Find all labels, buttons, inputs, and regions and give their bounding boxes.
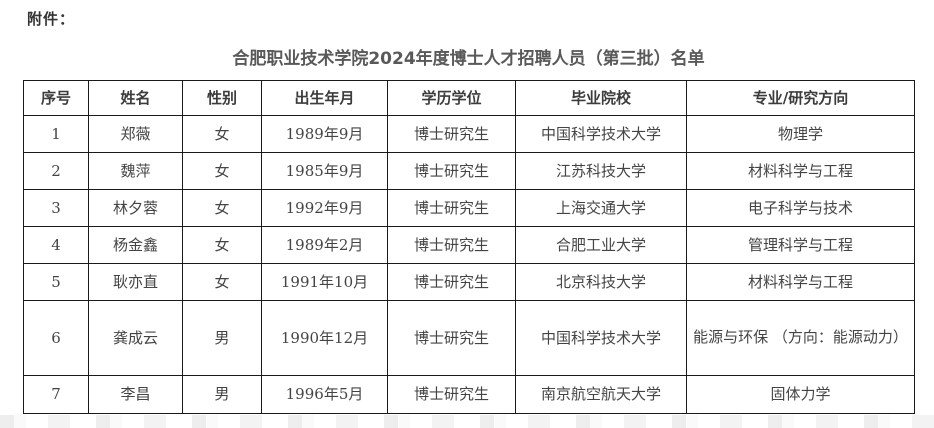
table-cell: 1 (23, 115, 89, 153)
table-cell: 江苏科技大学 (515, 152, 687, 190)
table-cell: 固体力学 (686, 375, 915, 414)
table-cell: 男 (182, 300, 262, 376)
table-cell: 杨金鑫 (88, 226, 183, 264)
table-cell: 材料科学与工程 (686, 263, 915, 301)
table-cell: 7 (23, 375, 89, 414)
table-cell: 1996年5月 (261, 375, 388, 414)
table-cell: 6 (23, 300, 89, 376)
table-cell: 女 (182, 115, 262, 153)
table-cell: 1990年12月 (261, 300, 388, 376)
table-cell: 物理学 (686, 115, 915, 153)
attachment-label: 附件： (27, 10, 76, 28)
table-cell: 中国科学技术大学 (515, 300, 687, 376)
column-header-degree: 学历学位 (387, 80, 516, 116)
table-cell: 南京航空航天大学 (515, 375, 687, 414)
table-row: 7 李昌男 1996年5月 博士研究生 南京航空航天大学 固体力学 (23, 375, 915, 414)
table-cell: 博士研究生 (387, 263, 516, 301)
table-row: 3 林夕蓉女 1992年9月 博士研究生 上海交通大学 电子科学与技术 (23, 189, 915, 227)
table-cell: 博士研究生 (387, 115, 516, 153)
table-cell: 博士研究生 (387, 152, 516, 190)
table-cell: 博士研究生 (387, 189, 516, 227)
column-header-name: 姓名 (88, 80, 183, 116)
table-cell: 上海交通大学 (515, 189, 687, 227)
table-cell: 1991年10月 (261, 263, 388, 301)
table-cell: 男 (182, 375, 262, 414)
table-cell: 耿亦直 (88, 263, 183, 301)
table-cell: 龚成云 (88, 300, 183, 376)
table-header-row: 序号 姓名 性别 出生年月 学历学位 毕业院校 专业/研究方向 (23, 80, 915, 116)
table-cell: 1989年9月 (261, 115, 388, 153)
table-cell: 1985年9月 (261, 152, 388, 190)
table-cell: 电子科学与技术 (686, 189, 915, 227)
recruitment-table: 序号 姓名 性别 出生年月 学历学位 毕业院校 专业/研究方向 1 郑薇女 1989… (23, 80, 915, 414)
column-header-major: 专业/研究方向 (686, 80, 915, 116)
table-cell: 博士研究生 (387, 300, 516, 376)
table-row: 5 耿亦直女 1991年10月 博士研究生 北京科技大学 材料科学与工程 (23, 263, 915, 301)
column-header-birthdate: 出生年月 (261, 80, 388, 116)
table-cell: 4 (23, 226, 89, 264)
table-cell: 女 (182, 226, 262, 264)
table-title: 合肥职业技术学院2024年度博士人才招聘人员（第三批）名单 (232, 49, 705, 69)
table-cell: 北京科技大学 (515, 263, 687, 301)
column-header-school: 毕业院校 (515, 80, 687, 116)
table-cell: 管理科学与工程 (686, 226, 915, 264)
table-row: 1 郑薇女 1989年9月 博士研究生 中国科学技术大学 物理学 (23, 115, 915, 153)
table-cell: 女 (182, 152, 262, 190)
table-cell: 女 (182, 263, 262, 301)
table-cell: 合肥工业大学 (515, 226, 687, 264)
table-cell: 1992年9月 (261, 189, 388, 227)
table-cell: 博士研究生 (387, 375, 516, 414)
table-cell: 魏萍 (88, 152, 183, 190)
table-body: 1 郑薇女 1989年9月 博士研究生 中国科学技术大学 物理学 2 魏萍女 1985年9月 博士… (23, 115, 915, 414)
watermark-strip (0, 415, 934, 428)
table-cell: 2 (23, 152, 89, 190)
table-cell: 5 (23, 263, 89, 301)
table-cell: 郑薇 (88, 115, 183, 153)
table-cell: 博士研究生 (387, 226, 516, 264)
table-cell: 材料科学与工程 (686, 152, 915, 190)
column-header-index: 序号 (23, 80, 89, 116)
table-row: 2 魏萍女 1985年9月 博士研究生 江苏科技大学 材料科学与工程 (23, 152, 915, 190)
table-cell: 能源与环保 （方向：能源动力） (686, 300, 915, 376)
column-header-gender: 性别 (182, 80, 262, 116)
table-cell: 女 (182, 189, 262, 227)
table-cell: 3 (23, 189, 89, 227)
table-row: 6 龚成云男 1990年12月 博士研究生 中国科学技术大学 能源与环保 （方向：能源动力… (23, 300, 915, 376)
table-cell: 李昌 (88, 375, 183, 414)
table-cell: 中国科学技术大学 (515, 115, 687, 153)
table-row: 4 杨金鑫女 1989年2月 博士研究生 合肥工业大学 管理科学与工程 (23, 226, 915, 264)
table-cell: 林夕蓉 (88, 189, 183, 227)
table-cell: 1989年2月 (261, 226, 388, 264)
